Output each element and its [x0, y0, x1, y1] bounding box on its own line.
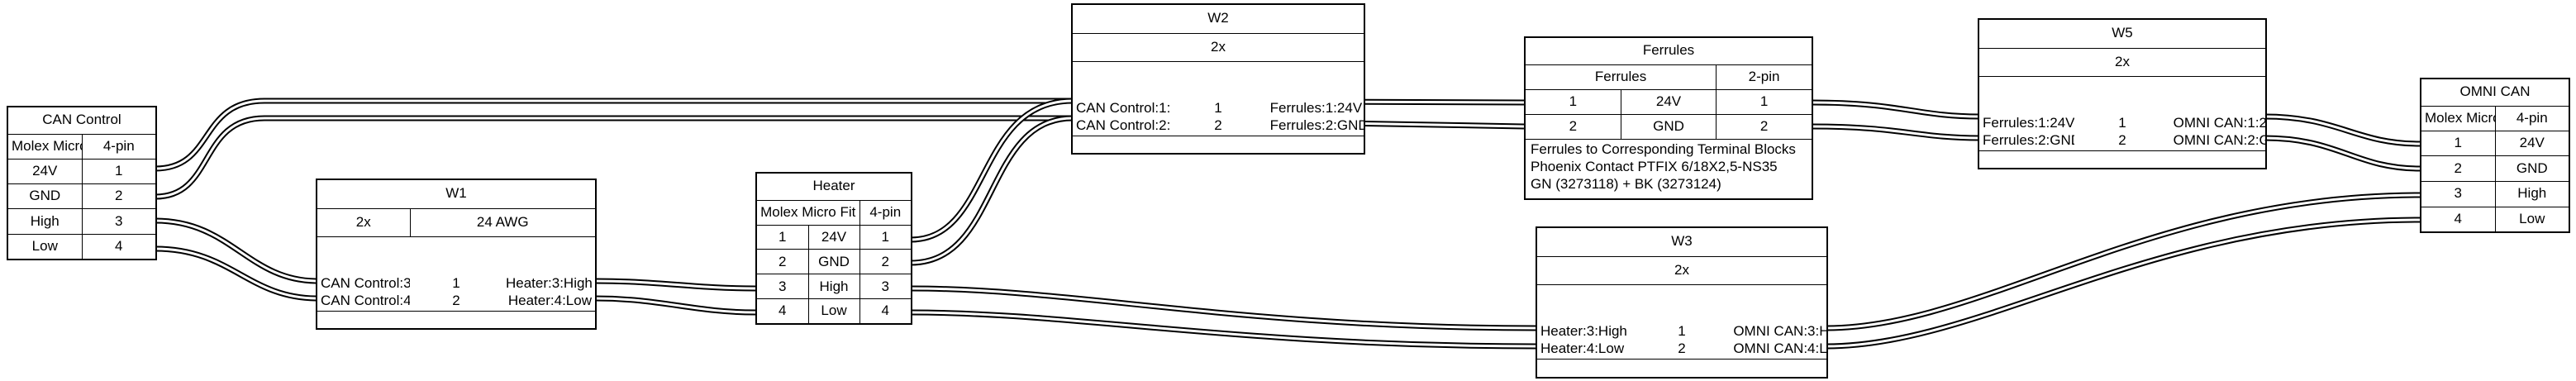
- cable-count: 2x: [1537, 255, 1826, 285]
- wire-to: Ferrules:1:24V: [1269, 99, 1363, 116]
- pin-label: GND: [8, 183, 83, 210]
- wire-to: Heater:4:Low: [507, 293, 592, 309]
- wire-number: 2: [452, 293, 460, 309]
- pin-number: 4: [757, 298, 809, 323]
- wire-to: Ferrules:2:GND: [1269, 117, 1364, 134]
- wire-to: OMNI CAN:2:GND: [2173, 132, 2265, 149]
- connector-pincount: 4-pin: [859, 199, 911, 226]
- connector-pincount: 4-pin: [2494, 105, 2569, 131]
- connector-heater: Heater Molex Micro Fit 4-pin 1 24V 1 2 GND 2 …: [755, 172, 912, 325]
- pin-number: 2: [1526, 113, 1621, 140]
- pin-label: High: [807, 274, 860, 300]
- pin-label: Low: [807, 298, 860, 323]
- connector-title: Ferrules: [1526, 38, 1812, 65]
- pin-label: Low: [2494, 206, 2569, 231]
- pin-number: 2: [81, 183, 155, 210]
- wire-from: Ferrules:2:GND: [1983, 132, 2075, 149]
- pin-number: 1: [1716, 88, 1812, 115]
- pin-number: 3: [859, 274, 911, 300]
- connector-title: Heater: [757, 174, 911, 201]
- pin-number: 4: [2421, 206, 2496, 231]
- wire-from: Ferrules:1:24V: [1983, 114, 2075, 131]
- pin-number: 3: [2421, 180, 2496, 207]
- connector-title: OMNI CAN: [2421, 79, 2569, 107]
- wire-number: 2: [1214, 117, 1222, 134]
- wire-number: 2: [2118, 132, 2126, 149]
- cable-count: 2x: [1073, 32, 1364, 62]
- connector-pincount: 4-pin: [81, 133, 155, 160]
- cable-count: 2x: [317, 207, 410, 237]
- pin-number: 3: [757, 274, 809, 300]
- wire-to: Heater:3:High: [506, 274, 593, 291]
- pin-number: 1: [2421, 130, 2496, 157]
- pin-number: 2: [2421, 155, 2496, 182]
- pin-label: 24V: [2494, 130, 2569, 157]
- wire-can-gnd-to-w2: [155, 115, 1073, 200]
- wire-from: Heater:3:High: [1540, 322, 1627, 339]
- pin-number: 1: [1526, 88, 1621, 115]
- connector-type: Molex Micro Fit: [2421, 105, 2496, 131]
- pin-label: High: [8, 208, 83, 235]
- wire-number: 1: [1214, 99, 1222, 116]
- cable-count: 2x: [1979, 47, 2265, 77]
- pin-label: GND: [2494, 155, 2569, 182]
- pin-label: 24V: [8, 158, 83, 184]
- pin-label: 24V: [807, 224, 860, 250]
- cable-title: W5: [1979, 20, 2265, 49]
- pin-number: 1: [81, 158, 155, 184]
- connector-pincount: 2-pin: [1716, 64, 1812, 90]
- pin-number: 3: [81, 208, 155, 235]
- cable-w5: W5 2x Ferrules:1:24V 1 OMNI CAN:1:24V Ferr…: [1978, 18, 2267, 171]
- pin-number: 4: [859, 298, 911, 323]
- note-line: GN (3273118) + BK (3273124): [1531, 176, 1721, 192]
- connector-title: CAN Control: [8, 107, 155, 135]
- cable-w3: W3 2x Heater:3:High 1 OMNI CAN:3:High Heat…: [1536, 226, 1828, 380]
- cable-title: W2: [1073, 5, 1364, 34]
- pin-number: 1: [859, 224, 911, 250]
- note-line: Phoenix Contact PTFIX 6/18X2,5-NS35: [1531, 159, 1778, 174]
- connector-type: Molex Micro Fit: [8, 133, 83, 160]
- connector-type: Ferrules: [1526, 64, 1717, 90]
- wire-number: 2: [1678, 341, 1686, 357]
- wire-from: CAN Control:4:Low: [321, 293, 410, 309]
- pin-label: GND: [1620, 113, 1717, 140]
- connector-type: Molex Micro Fit: [757, 199, 860, 226]
- wire-number: 1: [2118, 114, 2126, 131]
- pin-label: Low: [8, 233, 83, 259]
- wire-to: OMNI CAN:1:24V: [2173, 114, 2265, 131]
- ferrules-notes: Ferrules to Corresponding Terminal Block…: [1531, 140, 1796, 193]
- wire-number: 1: [452, 274, 460, 291]
- pin-number: 2: [1716, 113, 1812, 140]
- pin-label: GND: [807, 249, 860, 275]
- cable-w2: W2 2x CAN Control:1:24V 1 Ferrules:1:24V C…: [1071, 3, 1365, 156]
- pin-number: 1: [757, 224, 809, 250]
- pin-label: 24V: [1620, 88, 1717, 115]
- wire-from: CAN Control:1:24V: [1076, 99, 1169, 116]
- wire-from: CAN Control:2:GND: [1076, 117, 1169, 134]
- connector-ferrules: Ferrules Ferrules 2-pin 1 24V 1 2 GND 2 Ferru…: [1524, 36, 1813, 200]
- pin-label: High: [2494, 180, 2569, 207]
- cable-gauge: 24 AWG: [409, 207, 595, 237]
- pin-number: 2: [757, 249, 809, 275]
- pin-number: 4: [81, 233, 155, 259]
- cable-title: W3: [1537, 228, 1826, 257]
- wire-can-24v-to-w2: [155, 98, 1073, 172]
- wire-from: CAN Control:3:High: [321, 274, 410, 291]
- cable-title: W1: [317, 180, 595, 209]
- pin-number: 2: [859, 249, 911, 275]
- wire-to: OMNI CAN:4:Low: [1733, 341, 1826, 357]
- note-line: Ferrules to Corresponding Terminal Block…: [1531, 141, 1796, 157]
- wire-from: Heater:4:Low: [1540, 341, 1625, 357]
- wire-to: OMNI CAN:3:High: [1733, 322, 1826, 339]
- wire-number: 1: [1678, 322, 1686, 339]
